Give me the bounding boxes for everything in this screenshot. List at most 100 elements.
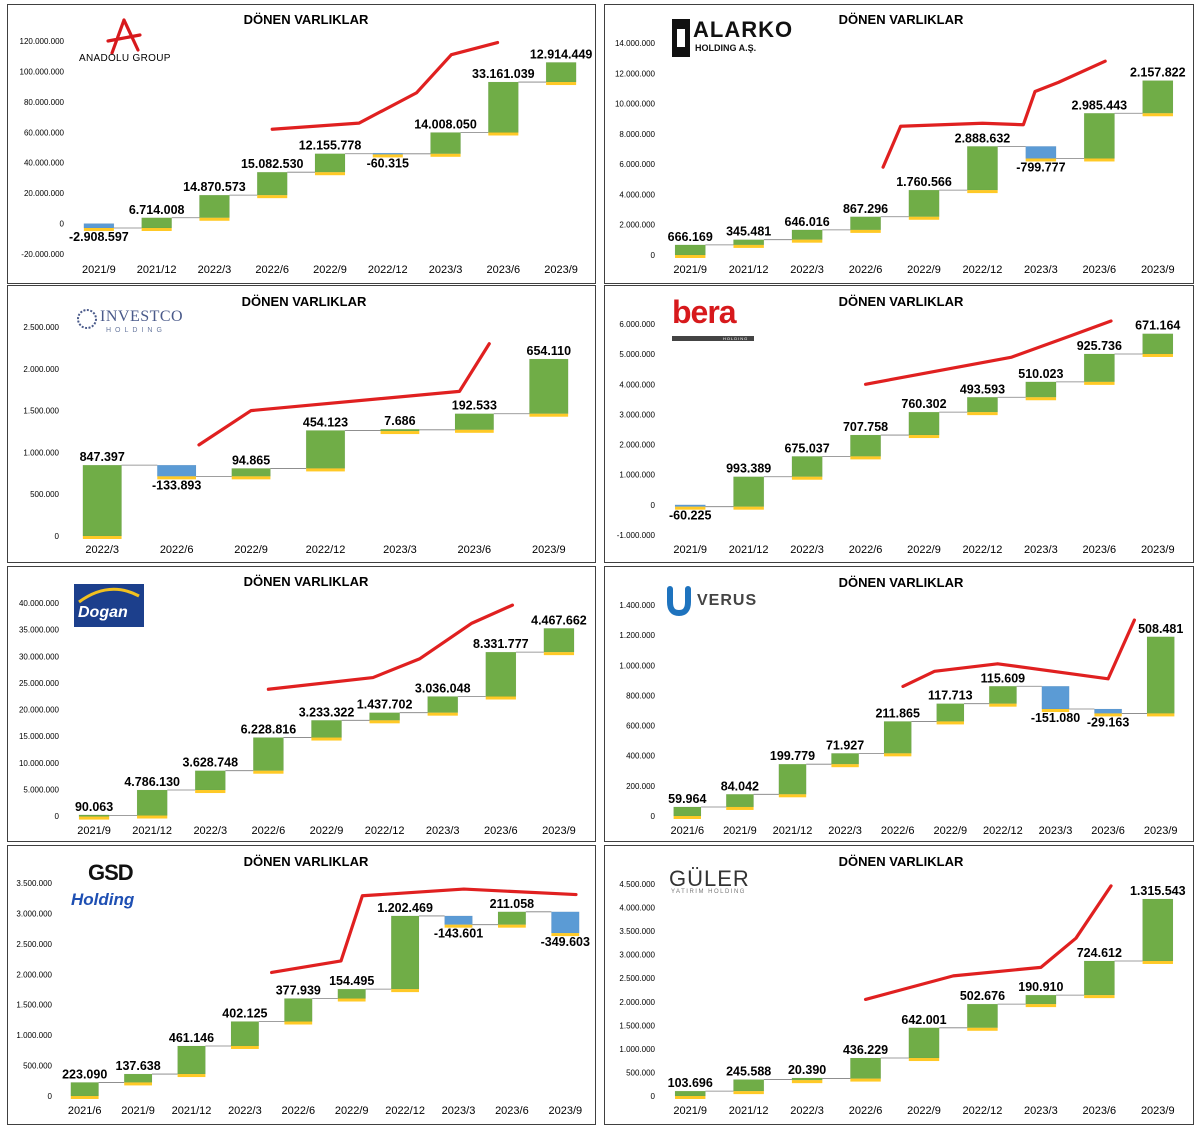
- data-label: 59.964: [668, 792, 706, 806]
- chart-title: DÖNEN VARLIKLAR: [244, 854, 369, 869]
- y-tick-label: 1.000.000: [619, 661, 655, 670]
- data-label: 199.779: [770, 749, 815, 763]
- x-tick-label: 2022/6: [849, 1105, 883, 1117]
- bar-base-highlight: [498, 924, 526, 928]
- data-label: 12.155.778: [299, 139, 362, 153]
- data-label: 137.638: [116, 1059, 161, 1073]
- trend-line: [270, 40, 500, 131]
- y-tick-label: 20.000.000: [24, 189, 65, 198]
- data-label: 3.628.748: [182, 756, 238, 770]
- data-label: 454.123: [303, 415, 348, 429]
- data-label: -29.163: [1087, 715, 1129, 729]
- y-tick-label: 500.000: [23, 1062, 52, 1071]
- waterfall-bar: [674, 244, 706, 256]
- data-label: 3.233.322: [299, 705, 355, 719]
- bar-base-highlight: [850, 1078, 881, 1082]
- x-tick-label: 2022/12: [963, 1105, 1003, 1117]
- logo-subtitle: HOLDING A.Ş.: [695, 43, 757, 53]
- data-label: 502.676: [960, 989, 1005, 1003]
- x-tick-label: 2022/3: [193, 825, 227, 837]
- y-tick-label: 35.000.000: [19, 626, 60, 635]
- bar-base-highlight: [543, 652, 575, 656]
- waterfall-bar: [529, 358, 569, 414]
- y-tick-label: 5.000.000: [23, 785, 59, 794]
- chart-title: DÖNEN VARLIKLAR: [244, 12, 369, 27]
- waterfall-bar: [1083, 353, 1115, 383]
- data-label: 847.397: [80, 450, 125, 464]
- x-tick-label: 2022/3: [790, 544, 824, 556]
- bar-base-highlight: [1025, 1004, 1057, 1008]
- logo-bar: [672, 336, 754, 341]
- x-tick-label: 2023/6: [1083, 264, 1117, 276]
- waterfall-chart: DÖNEN VARLIKLAR 0 500.000 1.000.000 1.500.00…: [619, 854, 1185, 1117]
- waterfall-bar: [430, 132, 461, 155]
- waterfall-bar: [733, 476, 765, 507]
- chart-title: DÖNEN VARLIKLAR: [839, 854, 964, 869]
- bar-base-highlight: [157, 476, 196, 480]
- data-label: 7.686: [384, 414, 415, 428]
- bar-base-highlight: [137, 815, 168, 819]
- logo-wordmark: bera: [672, 294, 737, 330]
- bar-base-highlight: [369, 720, 400, 724]
- data-label: 508.481: [1138, 622, 1183, 636]
- bar-base-highlight: [1025, 158, 1057, 162]
- data-label: 436.229: [843, 1043, 888, 1057]
- bar-base-highlight: [733, 506, 764, 510]
- waterfall-bar: [337, 988, 366, 999]
- y-tick-label: -1.000.000: [617, 531, 656, 540]
- data-label: -2.908.597: [69, 230, 129, 244]
- x-tick-label: 2023/9: [544, 264, 578, 276]
- data-label: -143.601: [434, 927, 483, 941]
- waterfall-bar: [831, 753, 860, 765]
- data-label: 211.058: [490, 897, 535, 911]
- chart-panel-verus: DÖNEN VARLIKLAR 0 200.000 400.000 600.000 800…: [604, 566, 1194, 842]
- x-tick-label: 2023/3: [442, 1105, 476, 1117]
- waterfall-bar: [70, 1082, 99, 1097]
- x-tick-label: 2022/6: [255, 264, 289, 276]
- trend-line: [881, 59, 1107, 169]
- y-tick-label: 0: [55, 812, 60, 821]
- waterfall-bar: [850, 1057, 882, 1079]
- x-tick-label: 2022/12: [963, 544, 1003, 556]
- x-tick-label: 2023/9: [1141, 1105, 1175, 1117]
- waterfall-bar: [674, 504, 706, 507]
- data-label: 925.736: [1077, 339, 1122, 353]
- x-tick-label: 2023/3: [383, 544, 417, 556]
- data-label: -133.893: [152, 478, 201, 492]
- bar-base-highlight: [231, 1045, 259, 1049]
- waterfall-bar: [82, 464, 122, 537]
- data-label: -799.777: [1016, 160, 1065, 174]
- bar-base-highlight: [778, 794, 807, 798]
- chart-title: DÖNEN VARLIKLAR: [244, 574, 369, 589]
- y-tick-label: 1.500.000: [619, 1021, 655, 1030]
- data-label: 4.786.130: [124, 775, 180, 789]
- data-label: 654.110: [527, 344, 572, 358]
- waterfall-bar: [1142, 80, 1174, 114]
- trend-line: [901, 618, 1137, 688]
- bar-base-highlight: [908, 435, 940, 439]
- waterfall-bar: [485, 651, 517, 697]
- waterfall-bar: [390, 915, 420, 990]
- data-label: 2.888.632: [955, 131, 1011, 145]
- data-label: 1.437.702: [357, 698, 413, 712]
- data-label: 671.164: [1135, 319, 1180, 333]
- waterfall-bar: [908, 411, 940, 436]
- x-tick-label: 2021/12: [729, 544, 769, 556]
- x-tick-label: 2023/3: [1024, 1105, 1058, 1117]
- chart-title: DÖNEN VARLIKLAR: [839, 575, 964, 590]
- x-tick-label: 2021/9: [673, 1105, 707, 1117]
- waterfall-bar: [551, 911, 580, 934]
- x-tick-label: 2022/3: [790, 264, 824, 276]
- waterfall-bar: [1025, 381, 1057, 398]
- x-tick-label: 2022/6: [160, 544, 194, 556]
- bar-base-highlight: [967, 412, 998, 416]
- y-tick-label: 3.500.000: [619, 927, 655, 936]
- x-tick-label: 2021/9: [723, 825, 757, 837]
- y-tick-label: 0: [651, 812, 656, 821]
- logo-wordmark: GSD: [88, 860, 134, 885]
- bar-base-highlight: [675, 255, 706, 258]
- bar-base-highlight: [311, 737, 342, 741]
- bar-base-highlight: [936, 721, 964, 725]
- x-tick-label: 2021/12: [729, 1105, 769, 1117]
- bar-base-highlight: [253, 770, 284, 774]
